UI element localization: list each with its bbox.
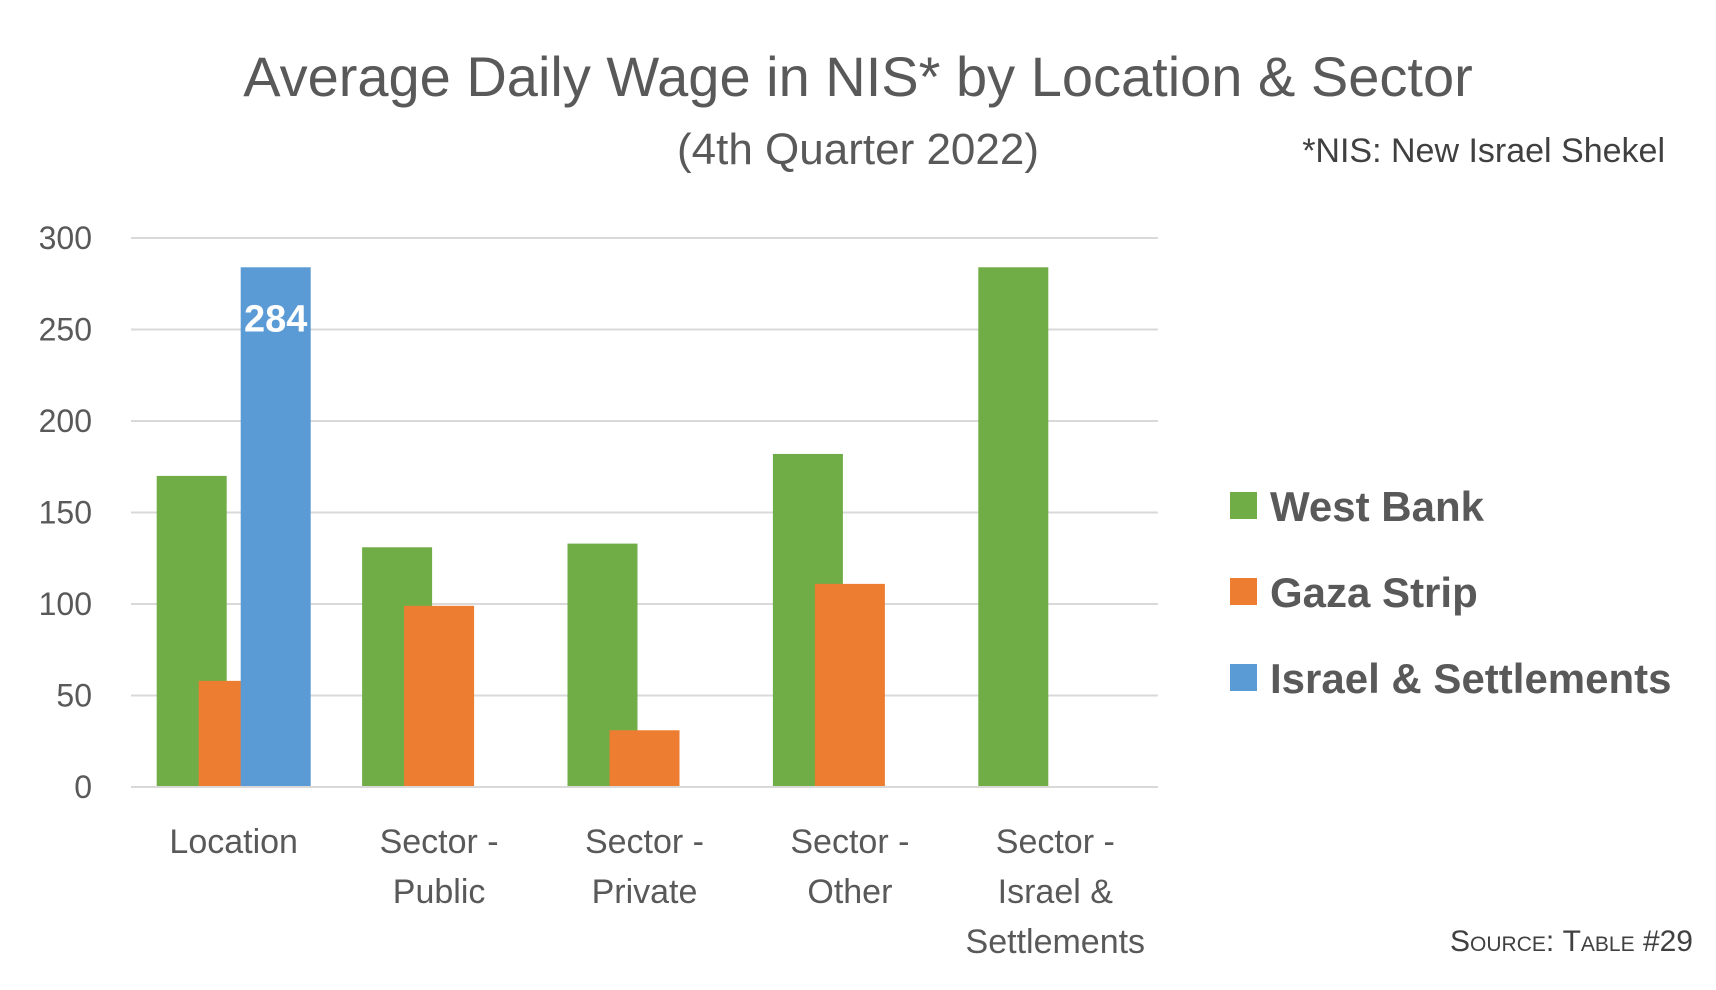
legend-label-gaza-strip: Gaza Strip	[1270, 569, 1478, 616]
bar-gaza-strip	[404, 605, 475, 787]
y-tick-label: 50	[56, 678, 92, 714]
x-tick-label: Sector -Israel & Settlements	[966, 823, 1146, 961]
currency-note: *NIS: New Israel Shekel	[1302, 132, 1665, 170]
bar-west-bank	[978, 267, 1049, 787]
bar-israel-settlements	[240, 267, 311, 787]
legend-label-israel-settlements: Israel & Settlements	[1270, 655, 1672, 702]
y-axis: 0 50 100 150 200 250 300	[39, 220, 92, 805]
legend-swatch-west-bank	[1230, 492, 1257, 519]
legend-swatch-israel-settlements	[1230, 664, 1257, 691]
y-tick-label: 300	[39, 220, 92, 256]
y-tick-label: 100	[39, 586, 92, 622]
x-tick-label: Sector -Other	[790, 823, 909, 911]
legend: West Bank Gaza Strip Israel & Settlements	[1230, 483, 1672, 702]
x-axis: Location Sector -Public Sector -Private Sec…	[131, 786, 1158, 961]
source-rest: Table #29	[1563, 925, 1693, 958]
bars	[156, 267, 1049, 787]
legend-swatch-gaza-strip	[1230, 578, 1257, 605]
x-tick-label: Sector -Private	[585, 823, 704, 911]
y-tick-label: 250	[39, 312, 92, 348]
source-note: Source: Table #29	[1450, 925, 1693, 958]
chart-subtitle: (4th Quarter 2022)	[677, 125, 1039, 174]
legend-label-west-bank: West Bank	[1270, 483, 1485, 530]
y-tick-label: 0	[74, 769, 92, 805]
source-prefix: Source:	[1450, 925, 1554, 958]
bar-gaza-strip	[609, 730, 680, 787]
y-tick-label: 200	[39, 403, 92, 439]
chart-title: Average Daily Wage in NIS* by Location &…	[243, 45, 1473, 108]
data-labels: 284	[244, 298, 307, 340]
bar-gaza-strip	[814, 583, 885, 787]
data-label: 284	[244, 298, 307, 340]
y-tick-label: 150	[39, 495, 92, 531]
x-tick-label: Sector -Public	[380, 823, 499, 911]
x-tick-label: Location	[169, 823, 298, 861]
